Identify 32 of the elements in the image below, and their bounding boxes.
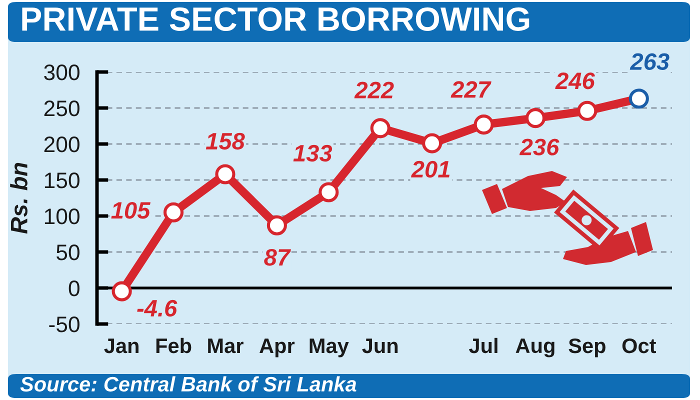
data-label: 201 [411, 160, 450, 178]
x-tick-label: Mar [208, 338, 244, 354]
y-tick-label: 250 [44, 100, 80, 116]
x-tick-label: May [310, 338, 349, 358]
data-label: 236 [519, 138, 560, 156]
x-tick-label: Oct [622, 338, 656, 354]
data-label: 263 [630, 53, 670, 70]
x-tick-label: Aug [516, 338, 554, 358]
x-tick-label: Jun [362, 338, 398, 354]
source-note: Source: Central Bank of Sri Lanka [20, 376, 356, 392]
data-label: -4.6 [137, 300, 178, 317]
x-tick-label: Feb [156, 338, 192, 354]
y-tick-label: 100 [44, 208, 80, 224]
y-tick-label: 300 [44, 64, 80, 80]
data-label: 222 [354, 82, 394, 98]
x-tick-label: Sep [568, 338, 606, 358]
data-label: 158 [206, 132, 245, 150]
y-tick-label: 200 [44, 136, 80, 152]
data-label: 246 [555, 72, 596, 90]
x-tick-label: Apr [260, 338, 295, 358]
data-label: 105 [111, 202, 151, 219]
y-tick-label: 150 [44, 172, 80, 188]
y-tick-label: 50 [56, 244, 80, 260]
chart-title: PRIVATE SECTOR BORROWING [22, 7, 530, 31]
data-label: 227 [450, 81, 492, 98]
x-tick-label: Jul [469, 338, 498, 354]
data-label: 87 [264, 248, 291, 266]
y-axis-title: Rs. bn [10, 162, 28, 234]
y-tick-label: 0 [68, 280, 80, 296]
data-label: 133 [293, 144, 332, 162]
x-tick-label: Jan [104, 338, 138, 354]
y-tick-label: -50 [49, 316, 80, 332]
